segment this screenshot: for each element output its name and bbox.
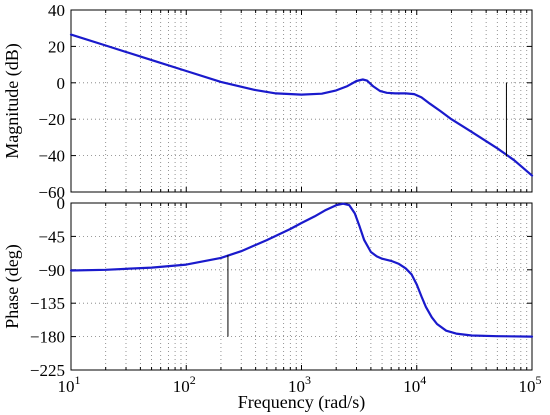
magnitude-curve [69,33,534,177]
phase-xtick-label: 102 [173,373,196,396]
phase-xtick-label: 101 [58,373,81,396]
magnitude-ytick-label: 40 [48,1,65,20]
phase-ytick-label: −225 [30,361,65,380]
phase-ylabel: Phase (deg) [2,244,23,328]
magnitude-ylabel: Magnitude (dB) [2,43,23,158]
phase-ytick-label: −180 [30,328,65,347]
phase-xtick-label: 104 [403,373,426,396]
magnitude-ytick-label: −40 [38,147,65,166]
magnitude-axes-frame [70,9,533,193]
phase-ytick-label: −90 [38,261,65,280]
phase-ytick-label: −135 [30,294,65,313]
phase-grid [71,203,532,370]
magnitude-ytick-label: −60 [38,183,65,202]
magnitude-ytick-label: 0 [57,74,66,93]
magnitude-plot: 40 20 0 −20 −40 −60 Magnitude (dB) [2,1,534,202]
magnitude-ytick-label: −20 [38,110,65,129]
phase-xtick-label: 105 [519,373,542,396]
phase-axes-frame [70,202,533,371]
phase-curve [69,202,534,338]
phase-ytick-label: −45 [38,227,65,246]
magnitude-ytick-label: 20 [48,37,65,56]
phase-ytick-label: 0 [57,194,66,213]
frequency-xlabel: Frequency (rad/s) [238,392,365,413]
magnitude-grid [71,10,532,192]
